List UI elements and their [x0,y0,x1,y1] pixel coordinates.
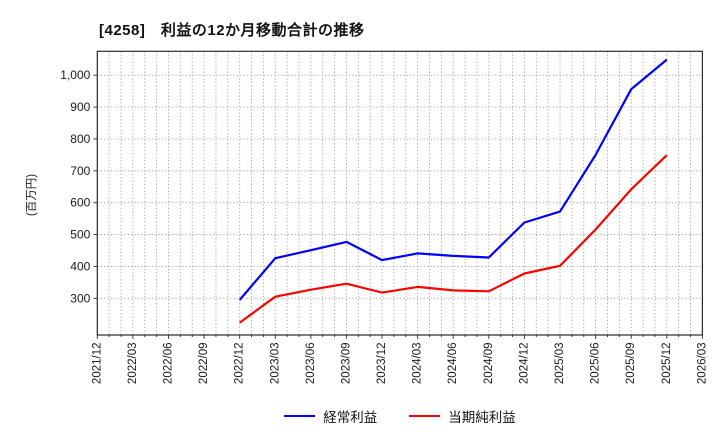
x-tick-label: 2023/12 [376,343,388,385]
y-tick-label: 500 [70,228,90,242]
legend-item-ordinary-profit: 経常利益 [284,406,377,426]
x-tick-label: 2023/03 [269,343,281,385]
x-tick-label: 2024/03 [412,343,424,385]
y-axis-unit-label: (百万円) [26,173,38,217]
x-tick-label: 2024/06 [447,343,459,385]
x-tick-label: 2024/09 [483,343,495,385]
y-tick-label: 400 [70,259,90,273]
legend-label-ordinary-profit: 経常利益 [323,410,378,425]
x-tick-label: 2024/12 [518,343,530,385]
axis-ticks [93,74,703,339]
y-tick-label: 800 [70,132,90,146]
y-tick-label: 900 [70,100,90,114]
chart-title: [4258] 利益の12か月移動合計の推移 [99,22,365,39]
net-income-line-swatch [409,414,441,418]
ordinary-profit-line [238,58,668,301]
x-tick-label: 2022/03 [127,343,139,385]
x-tick-label: 2022/12 [234,343,246,385]
y-tick-labels: 300 400 500 600 700 800 900 1,000 [60,68,90,305]
legend-label-net-income: 当期純利益 [448,410,516,425]
x-tick-label: 2023/06 [305,343,317,385]
y-tick-label: 300 [70,291,90,305]
net-income-line [239,154,668,324]
legend: 経常利益 当期純利益 [97,406,703,426]
y-tick-label: 600 [70,196,90,210]
y-tick-label: 700 [70,164,90,178]
x-tick-label: 2025/03 [554,343,566,385]
x-tick-label: 2021/12 [91,343,103,385]
x-tick-label: 2026/03 [696,343,708,385]
x-tick-labels: 2021/12 2022/03 2022/06 2022/09 2022/12 2023/… [91,343,708,385]
x-tick-label: 2025/12 [661,343,673,385]
plot-border [96,50,703,336]
gridlines [96,51,703,335]
x-tick-label: 2025/06 [590,343,602,385]
x-tick-label: 2023/09 [340,343,352,385]
ordinary-profit-line-swatch [284,414,316,418]
y-tick-label: 1,000 [60,68,90,82]
x-tick-label: 2022/09 [198,343,210,385]
x-tick-label: 2025/09 [625,343,637,385]
legend-item-net-income: 当期純利益 [409,406,516,426]
x-tick-label: 2022/06 [162,343,174,385]
